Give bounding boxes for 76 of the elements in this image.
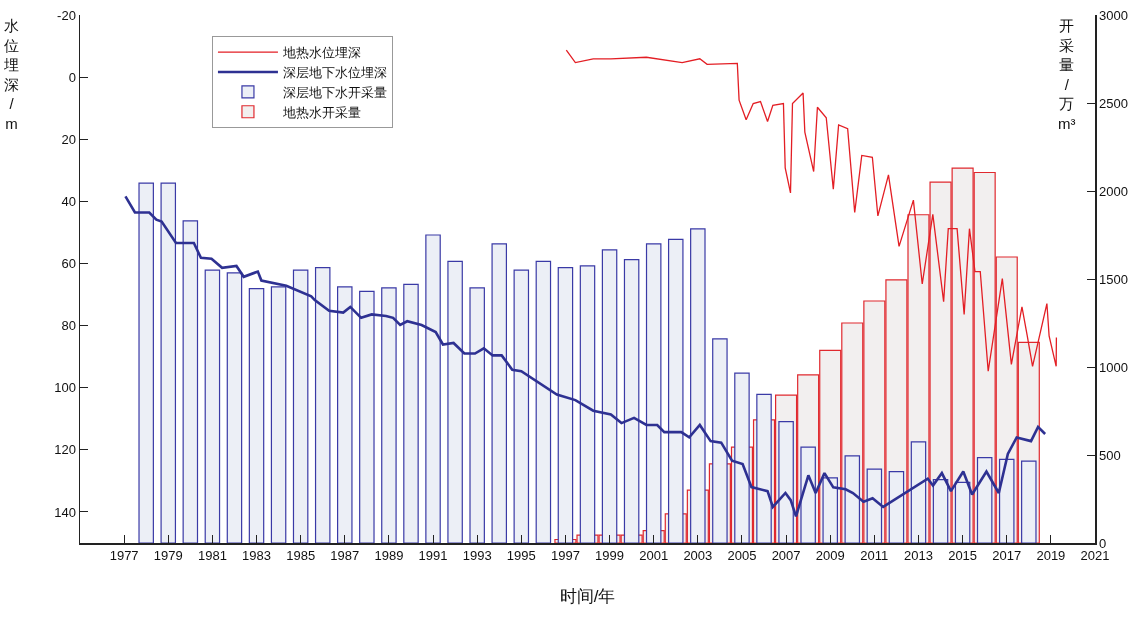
y-axis-title: 水位埋深/m [3, 17, 19, 132]
y2-tick-label: 2000 [1099, 183, 1129, 199]
line-series [124, 195, 1047, 518]
y-tick-label: -20 [57, 7, 76, 23]
y2-tick-label: 2500 [1099, 95, 1129, 111]
bar [292, 269, 309, 543]
legend-label: 地热水开采量 [281, 104, 361, 120]
x-tick-label: 1981 [197, 548, 227, 564]
bar [491, 243, 508, 543]
x-tick-label: 1997 [550, 548, 580, 564]
y-tick-label: 80 [61, 318, 76, 334]
x-tick-label: 1983 [242, 548, 271, 564]
x-tick-label: 1977 [109, 548, 139, 564]
x-tick-label: 2007 [771, 548, 801, 564]
x-tick-label: 2011 [860, 548, 889, 564]
bar [270, 286, 287, 543]
x-tick-label: 1979 [153, 548, 183, 564]
bar [359, 290, 375, 543]
bar [623, 259, 640, 543]
x-tick-label: 1999 [595, 548, 625, 564]
y2-tick-label: 3000 [1099, 7, 1129, 23]
x-tick-label: 2001 [639, 548, 669, 564]
x-tick-label: 2021 [1080, 548, 1110, 564]
bar [138, 182, 154, 543]
y-tick-label: 40 [61, 193, 76, 209]
x-tick-label: 1995 [506, 548, 536, 564]
y-tick-label: 140 [54, 504, 76, 520]
x-tick-label: 1993 [462, 548, 492, 564]
bar [381, 287, 397, 543]
bar [535, 260, 552, 543]
bar [712, 338, 728, 543]
y2-tick-label: 1000 [1099, 359, 1129, 375]
x-tick-label: 2019 [1036, 548, 1066, 564]
x-tick-label: 2017 [992, 548, 1022, 564]
bar [226, 272, 243, 543]
y-tick-label: 100 [54, 380, 76, 396]
legend-label: 地热水位埋深 [281, 45, 361, 61]
y-tick-label: 0 [68, 69, 76, 85]
x-tick-label: 2005 [727, 548, 757, 564]
bar [248, 288, 265, 543]
y-tick-label: 20 [61, 131, 76, 147]
x-tick-label: 1985 [286, 548, 316, 564]
bar [557, 266, 574, 543]
bar [667, 238, 684, 543]
y2-tick-label: 0 [1099, 535, 1107, 551]
y-tick-label: 120 [54, 442, 76, 458]
bar [403, 283, 419, 543]
bar [469, 287, 485, 543]
x-tick-label: 2009 [815, 548, 845, 564]
legend-label: 深层地下水位埋深 [282, 65, 387, 81]
y2-tick-label: 500 [1099, 447, 1121, 463]
x-tick-label: 1987 [330, 548, 360, 564]
legend-label: 深层地下水开采量 [282, 84, 387, 100]
bar [447, 260, 463, 543]
bar [204, 269, 221, 543]
x-tick-label: 1989 [374, 548, 404, 564]
bar [314, 266, 331, 543]
y-tick-label: 60 [61, 256, 76, 272]
bar [182, 220, 199, 543]
bar [756, 393, 772, 543]
bar [734, 372, 750, 543]
x-axis-title: 时间/年 [559, 587, 616, 607]
bar [513, 269, 530, 543]
x-tick-label: 2015 [948, 548, 978, 564]
bar [160, 182, 177, 543]
bar [579, 265, 596, 543]
bar [601, 249, 618, 543]
bar [645, 243, 662, 543]
bar [337, 286, 353, 543]
y2-axis-title: 开采量/万m³ [1058, 17, 1076, 132]
bar [690, 228, 706, 543]
y2-tick-label: 1500 [1099, 271, 1129, 287]
x-tick-label: 1991 [418, 548, 448, 564]
bar [425, 234, 441, 543]
x-tick-label: 2003 [683, 548, 713, 564]
x-tick-label: 2013 [904, 548, 933, 564]
